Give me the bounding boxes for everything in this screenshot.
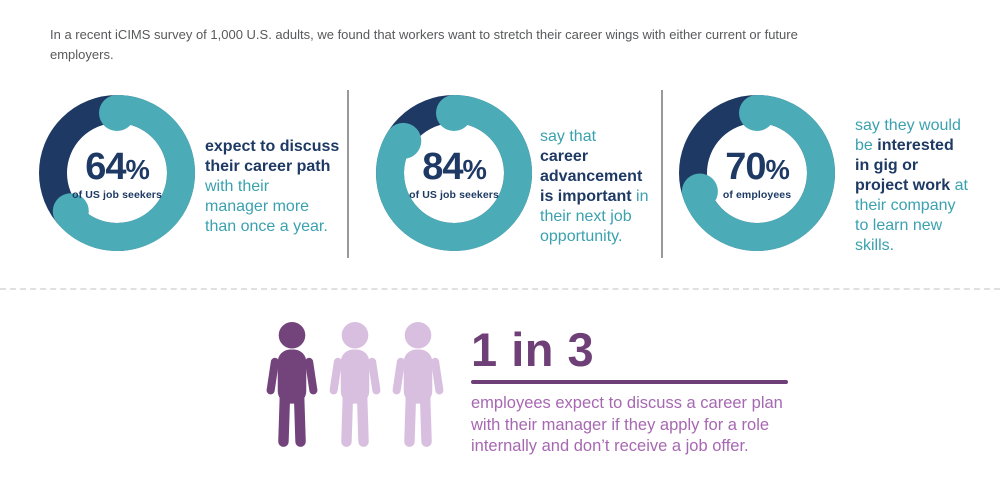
stat-description: say that career advancement is important in… bbox=[540, 128, 649, 245]
donut-center: 84% of US job seekers bbox=[376, 95, 532, 251]
percent-value: 64 bbox=[85, 145, 126, 188]
person-icons-group bbox=[263, 321, 447, 454]
stat-description: say they would be interested in gig or proj… bbox=[855, 117, 968, 254]
ratio-description: employees expect to discuss a career pla… bbox=[471, 394, 783, 455]
donut-sublabel: of US job seekers bbox=[409, 188, 499, 201]
percent-sign: % bbox=[125, 153, 149, 185]
donut-percentage: 64% bbox=[85, 145, 150, 188]
vertical-divider bbox=[661, 90, 663, 258]
stat-description: expect to discuss their career path with t… bbox=[205, 138, 340, 235]
donut-sublabel: of US job seekers bbox=[72, 188, 162, 201]
ratio-underline bbox=[471, 380, 788, 384]
donut-center: 64% of US job seekers bbox=[39, 95, 195, 251]
donut-ring-icon bbox=[679, 95, 835, 251]
percent-sign: % bbox=[462, 153, 486, 185]
stat-group-gig-work: 70% of employees say they would be intere… bbox=[679, 95, 999, 263]
ratio-heading: 1 in 3 bbox=[471, 323, 595, 376]
donut-chart-70: 70% of employees bbox=[679, 95, 835, 251]
percent-value: 84 bbox=[422, 145, 463, 188]
person-icon bbox=[266, 321, 318, 447]
vertical-divider bbox=[347, 90, 349, 258]
stat-group-career-advancement: 84% of US job seekers say that career adva… bbox=[376, 95, 696, 263]
donut-chart-84: 84% of US job seekers bbox=[376, 95, 532, 251]
donut-chart-64: 64% of US job seekers bbox=[39, 95, 195, 251]
stat-group-career-path: 64% of US job seekers expect to discuss t… bbox=[39, 95, 359, 263]
person-icon bbox=[392, 321, 444, 447]
section-divider bbox=[0, 288, 1000, 290]
intro-text: In a recent iCIMS survey of 1,000 U.S. a… bbox=[50, 27, 798, 63]
donut-percentage: 70% bbox=[725, 145, 790, 188]
donut-sublabel: of employees bbox=[722, 188, 792, 201]
donut-percentage: 84% bbox=[422, 145, 487, 188]
percent-sign: % bbox=[765, 153, 789, 185]
donut-center: 70% of employees bbox=[679, 95, 835, 251]
percent-value: 70 bbox=[725, 145, 766, 188]
donut-ring-icon bbox=[376, 95, 532, 251]
donut-ring-icon bbox=[39, 95, 195, 251]
person-icon bbox=[329, 321, 381, 447]
